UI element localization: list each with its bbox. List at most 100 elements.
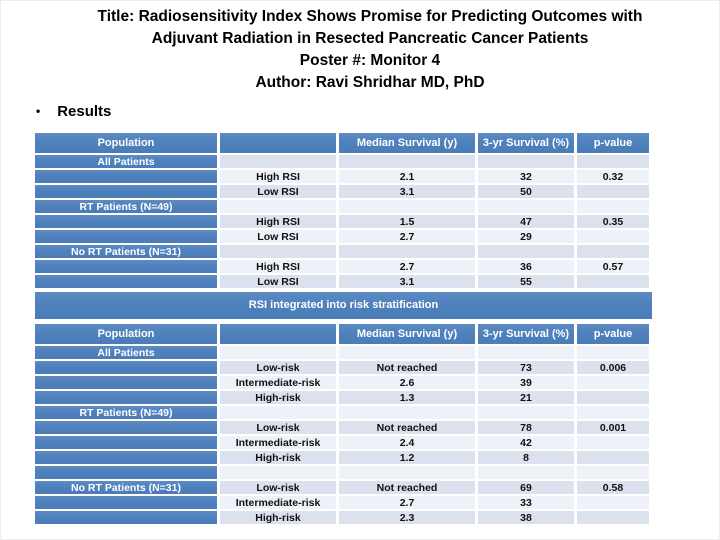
population-cell: [35, 275, 217, 288]
data-cell: 36: [478, 260, 574, 273]
table-row: Intermediate-risk 2.7 33: [35, 496, 649, 509]
data-cell: 2.7: [339, 260, 475, 273]
population-cell: [35, 496, 217, 509]
data-cell: 55: [478, 275, 574, 288]
population-cell: [35, 451, 217, 464]
column-header: p-value: [577, 133, 649, 153]
data-cell: [339, 466, 475, 479]
data-cell: [220, 406, 336, 419]
data-cell: 78: [478, 421, 574, 434]
population-cell: All Patients: [35, 346, 217, 359]
title-line-3: Poster #: Monitor 4: [299, 52, 441, 69]
data-cell: [220, 155, 336, 168]
table-row: RT Patients (N=49): [35, 406, 649, 419]
population-cell: RT Patients (N=49): [35, 406, 217, 419]
population-cell: [35, 466, 217, 479]
data-cell: [220, 200, 336, 213]
table-row: Intermediate-risk 2.6 39: [35, 376, 649, 389]
slide-title: Title: Radiosensitivity Index Shows Prom…: [28, 6, 712, 94]
risk-stratification-banner: RSI integrated into risk stratification: [35, 292, 652, 319]
data-cell: [577, 185, 649, 198]
data-cell: [339, 245, 475, 258]
data-cell: 69: [478, 481, 574, 494]
table-row: RT Patients (N=49): [35, 200, 649, 213]
data-cell: [577, 155, 649, 168]
results-bullet-item: • Results: [36, 103, 111, 120]
data-cell: Intermediate-risk: [220, 376, 336, 389]
population-cell: [35, 230, 217, 243]
data-cell: High RSI: [220, 170, 336, 183]
data-cell: Not reached: [339, 361, 475, 374]
data-cell: Not reached: [339, 481, 475, 494]
table-row: High-risk 1.2 8: [35, 451, 649, 464]
data-table: Population Median Survival (y) 3-yr Surviv…: [32, 131, 652, 290]
table-row: Low RSI 2.7 29: [35, 230, 649, 243]
table-row: All Patients: [35, 346, 649, 359]
table-row: Low RSI 3.1 55: [35, 275, 649, 288]
population-cell: No RT Patients (N=31): [35, 245, 217, 258]
data-cell: [577, 275, 649, 288]
data-cell: [577, 496, 649, 509]
column-header: [220, 324, 336, 344]
data-cell: 0.006: [577, 361, 649, 374]
title-line-1: Title: Radiosensitivity Index Shows Prom…: [97, 8, 643, 25]
data-cell: 38: [478, 511, 574, 524]
data-cell: [478, 155, 574, 168]
data-cell: 2.4: [339, 436, 475, 449]
data-cell: 47: [478, 215, 574, 228]
data-cell: Low-risk: [220, 361, 336, 374]
data-cell: [577, 245, 649, 258]
data-cell: [478, 200, 574, 213]
column-header: Median Survival (y): [339, 324, 475, 344]
table-row: All Patients: [35, 155, 649, 168]
data-cell: High-risk: [220, 391, 336, 404]
data-cell: 8: [478, 451, 574, 464]
data-cell: 3.1: [339, 275, 475, 288]
data-cell: Low RSI: [220, 230, 336, 243]
population-cell: [35, 170, 217, 183]
table-row: Low RSI 3.1 50: [35, 185, 649, 198]
population-cell: [35, 376, 217, 389]
data-cell: High-risk: [220, 511, 336, 524]
data-cell: 1.2: [339, 451, 475, 464]
header-row: Population Median Survival (y) 3-yr Surviv…: [35, 324, 649, 344]
data-cell: [220, 346, 336, 359]
data-cell: 2.3: [339, 511, 475, 524]
data-cell: 33: [478, 496, 574, 509]
table-row: [35, 466, 649, 479]
data-cell: [478, 346, 574, 359]
population-cell: [35, 436, 217, 449]
population-cell: [35, 260, 217, 273]
data-cell: Low-risk: [220, 421, 336, 434]
outcomes-table-risk-groups: Population Median Survival (y) 3-yr Surviv…: [32, 322, 652, 526]
table-row: Intermediate-risk 2.4 42: [35, 436, 649, 449]
table-row: Low-risk Not reached 73 0.006: [35, 361, 649, 374]
data-cell: [339, 346, 475, 359]
population-cell: RT Patients (N=49): [35, 200, 217, 213]
data-cell: Not reached: [339, 421, 475, 434]
data-cell: [478, 245, 574, 258]
data-cell: Low RSI: [220, 185, 336, 198]
population-cell: [35, 421, 217, 434]
data-table: Population Median Survival (y) 3-yr Surviv…: [32, 322, 652, 526]
table-row: High-risk 2.3 38: [35, 511, 649, 524]
data-cell: Low-risk: [220, 481, 336, 494]
table-row: No RT Patients (N=31): [35, 245, 649, 258]
column-header: Median Survival (y): [339, 133, 475, 153]
data-cell: [478, 466, 574, 479]
bullet-marker: •: [36, 104, 41, 118]
data-cell: 2.7: [339, 230, 475, 243]
data-cell: [577, 200, 649, 213]
data-cell: [577, 511, 649, 524]
data-cell: High RSI: [220, 260, 336, 273]
data-cell: [220, 245, 336, 258]
data-cell: 29: [478, 230, 574, 243]
data-cell: 42: [478, 436, 574, 449]
title-line-4: Author: Ravi Shridhar MD, PhD: [255, 74, 485, 91]
data-cell: [577, 466, 649, 479]
table-row: High RSI 2.7 36 0.57: [35, 260, 649, 273]
results-label: Results: [57, 103, 112, 120]
data-cell: 0.58: [577, 481, 649, 494]
data-cell: High RSI: [220, 215, 336, 228]
